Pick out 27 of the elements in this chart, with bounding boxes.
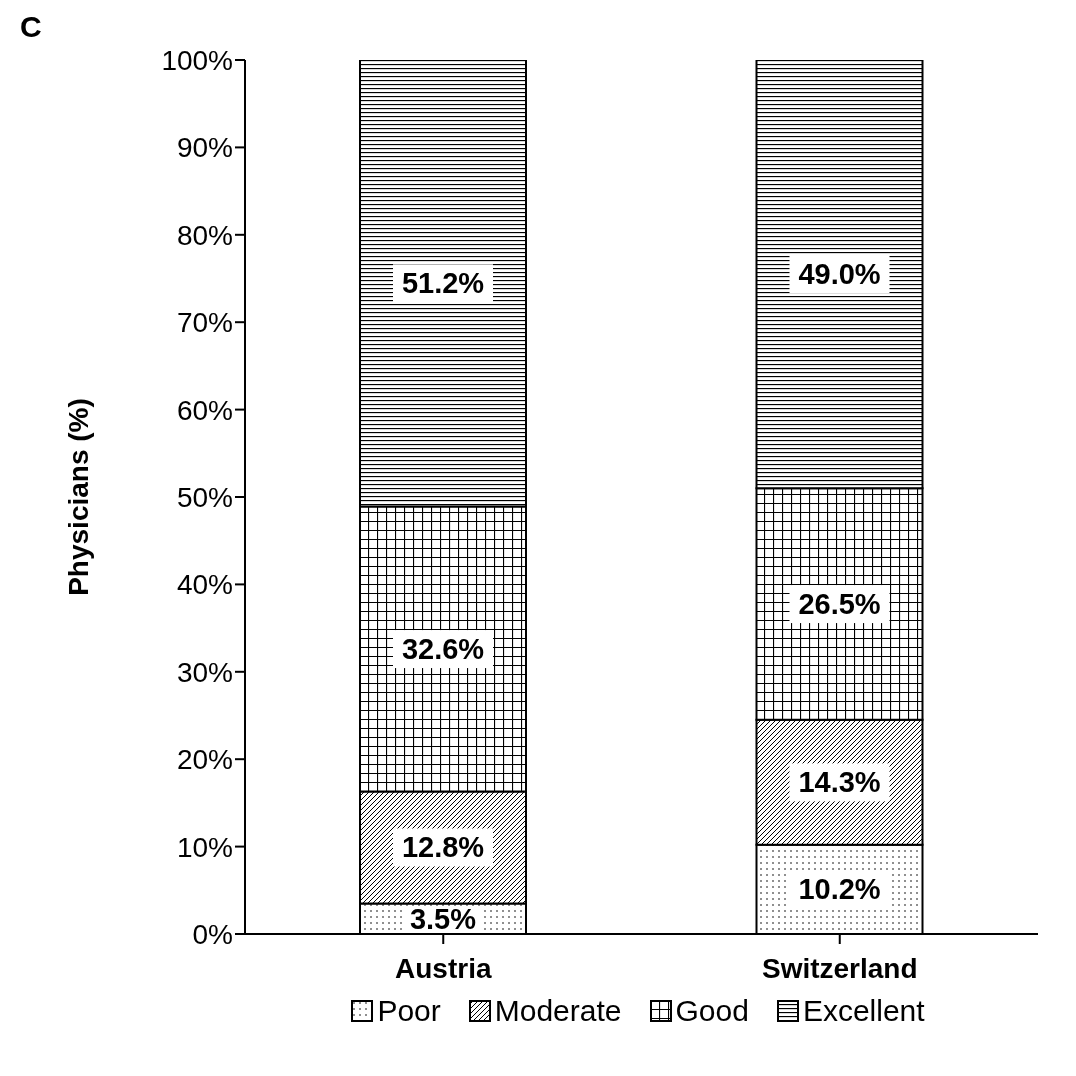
x-tick-label: Switzerland [761, 952, 918, 984]
x-tick-label: Austria [395, 952, 492, 984]
legend-label: Excellent [802, 994, 925, 1028]
y-tick-label: 100% [161, 44, 233, 76]
y-tick-label: 0% [192, 918, 233, 950]
data-label: 51.2% [401, 267, 485, 300]
y-tick-label: 50% [176, 481, 233, 513]
y-tick-label: 80% [176, 219, 233, 251]
y-tick-label: 20% [176, 744, 233, 776]
data-label: 12.8% [401, 831, 485, 864]
chart-title: C [20, 10, 42, 44]
y-tick-label: 40% [176, 569, 233, 601]
y-tick-label: 60% [176, 394, 233, 426]
y-tick-label: 70% [176, 307, 233, 339]
y-axis-title: Physicians (%) [62, 398, 94, 596]
y-tick-label: 10% [176, 831, 233, 863]
data-label: 26.5% [798, 588, 881, 621]
data-label: 3.5% [409, 902, 477, 935]
data-label: 32.6% [401, 633, 485, 666]
data-label: 14.3% [798, 766, 881, 799]
legend-label: Good [675, 994, 749, 1028]
legend-label: Poor [377, 994, 441, 1028]
legend-label: Moderate [494, 994, 622, 1028]
data-label: 49.0% [798, 258, 881, 291]
data-label: 10.2% [798, 873, 881, 906]
y-tick-label: 90% [176, 132, 233, 164]
y-tick-label: 30% [176, 656, 233, 688]
